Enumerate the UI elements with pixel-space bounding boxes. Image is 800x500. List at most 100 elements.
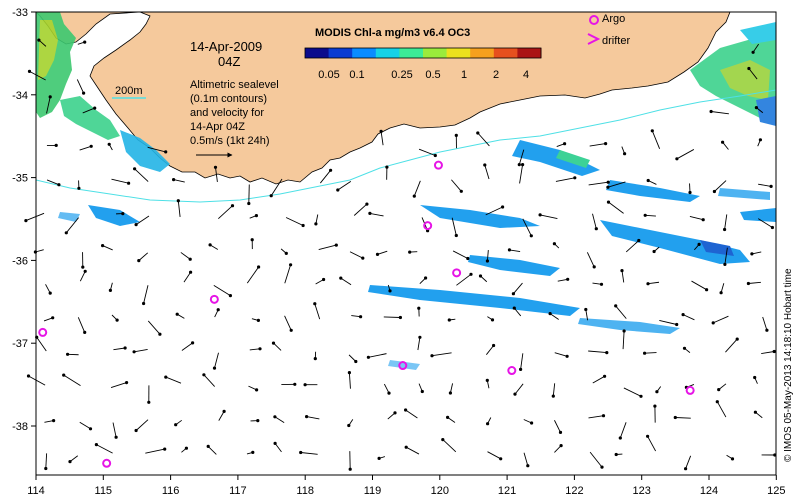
- velocity-arrow: [452, 250, 469, 259]
- velocity-arrow: [725, 338, 738, 353]
- velocity-arrow-head: [142, 301, 146, 306]
- velocity-arrow: [513, 282, 523, 294]
- note-line: and velocity for: [190, 107, 264, 119]
- velocity-arrow-head: [565, 354, 569, 358]
- velocity-arrow: [138, 252, 149, 261]
- velocity-arrow: [451, 217, 457, 236]
- velocity-arrow: [555, 177, 575, 182]
- velocity-arrow-head: [620, 269, 624, 273]
- argo-float-marker: [423, 221, 433, 231]
- velocity-arrow-head: [134, 223, 138, 227]
- velocity-arrow: [552, 383, 556, 397]
- velocity-arrow-head: [256, 419, 260, 423]
- velocity-arrow: [111, 178, 129, 184]
- velocity-arrow-head: [127, 181, 131, 185]
- velocity-arrow: [523, 452, 529, 466]
- velocity-arrow: [65, 217, 79, 234]
- velocity-arrow: [762, 316, 768, 331]
- colorbar-segment: [423, 48, 448, 58]
- velocity-arrow: [608, 201, 624, 214]
- velocity-arrow: [145, 448, 165, 454]
- velocity-arrow: [45, 284, 51, 294]
- velocity-arrow-head: [408, 250, 412, 254]
- velocity-arrow: [46, 96, 51, 114]
- velocity-arrow-head: [454, 133, 458, 137]
- velocity-arrow: [218, 205, 233, 220]
- velocity-arrow-head: [388, 289, 392, 293]
- velocity-arrow-head: [639, 394, 643, 398]
- velocity-arrow: [557, 278, 568, 282]
- velocity-arrow: [509, 249, 521, 252]
- velocity-arrow-head: [361, 256, 365, 260]
- colorbar-segment: [328, 48, 353, 58]
- y-tick-label: -36: [12, 255, 28, 267]
- velocity-arrow: [761, 351, 775, 355]
- colorbar-segment: [470, 48, 495, 58]
- velocity-arrow-head: [57, 183, 61, 187]
- velocity-arrow: [676, 149, 695, 160]
- velocity-arrow: [621, 270, 625, 283]
- velocity-arrow: [246, 266, 259, 284]
- y-tick-label: -38: [12, 421, 28, 433]
- velocity-arrow: [318, 244, 337, 251]
- velocity-arrow-head: [548, 312, 552, 316]
- velocity-arrow-head: [354, 359, 358, 364]
- velocity-arrow-head: [191, 341, 195, 345]
- velocity-arrow: [592, 375, 605, 384]
- velocity-arrow-head: [454, 233, 458, 238]
- argo-float-marker: [433, 160, 443, 170]
- velocity-arrow-head: [584, 307, 588, 312]
- velocity-arrow: [442, 439, 457, 453]
- velocity-arrow: [592, 213, 597, 229]
- velocity-arrow-head: [213, 165, 218, 169]
- x-tick-label: 120: [431, 485, 449, 497]
- velocity-arrow: [112, 422, 117, 438]
- velocity-arrow: [300, 452, 318, 455]
- velocity-arrow: [377, 250, 388, 255]
- velocity-arrow-head: [258, 347, 262, 351]
- velocity-arrow-head: [563, 142, 567, 146]
- velocity-arrow-head: [529, 234, 533, 238]
- velocity-arrow-head: [614, 304, 618, 308]
- velocity-arrow-head: [27, 69, 32, 73]
- velocity-arrow-head: [682, 346, 687, 350]
- velocity-arrow-head: [646, 434, 650, 438]
- velocity-arrow: [623, 387, 642, 397]
- velocity-arrow-head: [385, 165, 389, 169]
- velocity-arrow: [724, 247, 728, 265]
- velocity-arrow: [720, 283, 725, 293]
- argo-float-marker: [38, 327, 48, 337]
- velocity-arrow: [79, 271, 86, 282]
- velocity-arrow-head: [646, 178, 650, 183]
- velocity-arrow-head: [675, 157, 679, 161]
- velocity-arrow: [487, 451, 501, 460]
- y-tick-label: -37: [12, 338, 28, 350]
- velocity-arrow-head: [420, 389, 424, 394]
- velocity-arrow-head: [37, 38, 41, 42]
- velocity-arrow-head: [507, 248, 511, 252]
- velocity-arrow: [76, 79, 85, 94]
- velocity-arrow: [757, 218, 773, 228]
- velocity-arrow: [413, 180, 421, 197]
- velocity-arrow-head: [492, 343, 496, 348]
- velocity-arrow: [486, 250, 489, 262]
- velocity-arrow: [586, 252, 595, 268]
- velocity-arrow-head: [303, 383, 307, 387]
- x-tick-label: 116: [162, 485, 180, 497]
- velocity-arrow-head: [513, 392, 517, 396]
- velocity-arrow-head: [705, 288, 709, 292]
- velocity-arrow: [518, 149, 525, 165]
- colorbar-tick-label: 2: [493, 69, 499, 81]
- velocity-arrow: [29, 71, 46, 81]
- x-tick-label: 124: [700, 485, 718, 497]
- velocity-arrow: [513, 307, 522, 317]
- argo-float-marker: [507, 366, 517, 376]
- velocity-arrow: [273, 342, 282, 351]
- velocity-arrow-head: [115, 318, 119, 322]
- velocity-arrow: [405, 409, 418, 419]
- velocity-arrow-head: [206, 444, 210, 448]
- velocity-arrow-head: [289, 328, 293, 332]
- velocity-arrow-head: [172, 178, 176, 182]
- isobath-label: 200m: [115, 85, 143, 97]
